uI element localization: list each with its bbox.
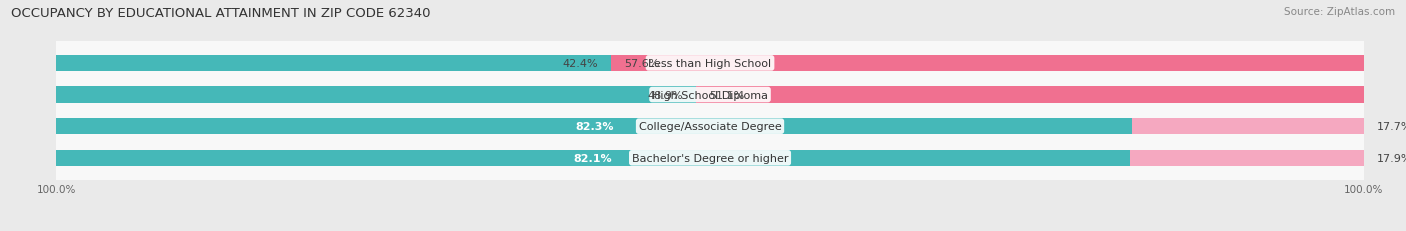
Text: Less than High School: Less than High School — [648, 59, 772, 69]
Bar — [696, 87, 1364, 103]
Bar — [56, 87, 696, 103]
Legend: Owner-occupied, Renter-occupied: Owner-occupied, Renter-occupied — [596, 228, 824, 231]
Bar — [56, 150, 1130, 166]
Text: Source: ZipAtlas.com: Source: ZipAtlas.com — [1284, 7, 1395, 17]
Text: 17.7%: 17.7% — [1376, 122, 1406, 132]
Text: 48.9%: 48.9% — [647, 90, 682, 100]
Bar — [1130, 150, 1364, 166]
Text: 51.1%: 51.1% — [709, 90, 744, 100]
FancyBboxPatch shape — [49, 68, 1371, 122]
Text: College/Associate Degree: College/Associate Degree — [638, 122, 782, 132]
Text: 42.4%: 42.4% — [562, 59, 598, 69]
FancyBboxPatch shape — [49, 36, 1371, 91]
Text: 17.9%: 17.9% — [1376, 153, 1406, 163]
Text: 82.3%: 82.3% — [575, 122, 613, 132]
Bar — [56, 55, 610, 72]
Text: High School Diploma: High School Diploma — [652, 90, 768, 100]
FancyBboxPatch shape — [49, 100, 1371, 154]
Text: OCCUPANCY BY EDUCATIONAL ATTAINMENT IN ZIP CODE 62340: OCCUPANCY BY EDUCATIONAL ATTAINMENT IN Z… — [11, 7, 430, 20]
Text: 82.1%: 82.1% — [574, 153, 613, 163]
Bar — [56, 119, 1132, 135]
FancyBboxPatch shape — [49, 131, 1371, 185]
Bar — [1132, 119, 1364, 135]
Text: Bachelor's Degree or higher: Bachelor's Degree or higher — [631, 153, 789, 163]
Text: 57.6%: 57.6% — [624, 59, 659, 69]
Bar — [610, 55, 1364, 72]
